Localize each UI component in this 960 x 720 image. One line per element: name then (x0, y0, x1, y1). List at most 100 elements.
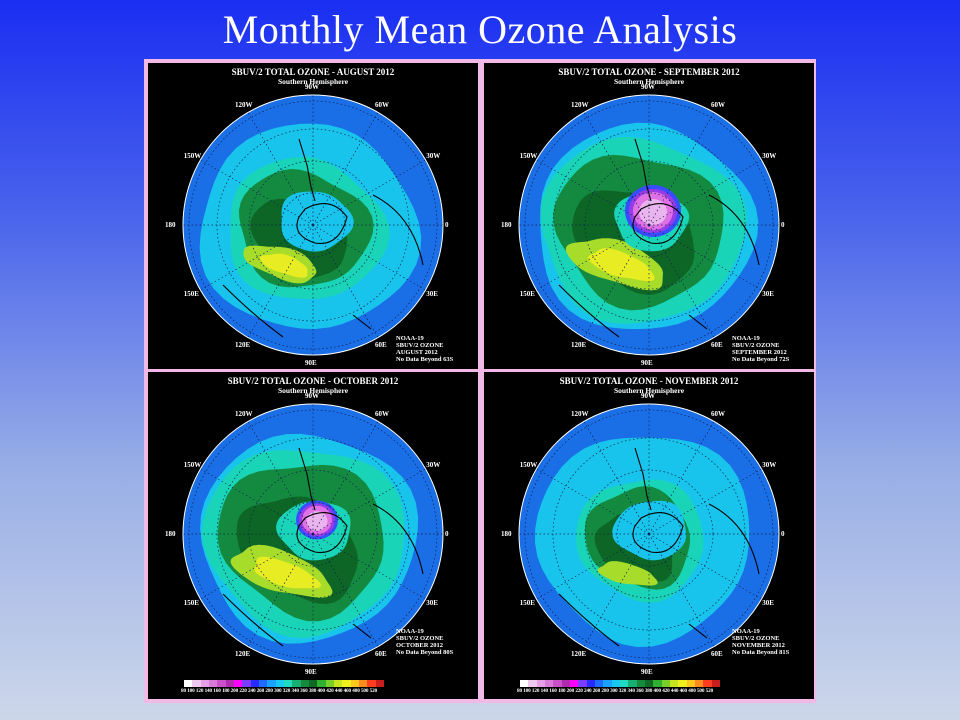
info-line: OCTOBER 2012 (396, 642, 444, 649)
meridian-line (536, 159, 650, 226)
meridian-line (247, 421, 314, 535)
info-line: NOAA-19 (732, 628, 760, 635)
ozone-max-yellow (254, 556, 322, 589)
label-120e: 120E (235, 340, 251, 349)
colorbar-tick-label: 160 (549, 688, 558, 694)
label-150e: 150E (519, 599, 535, 607)
ozone-map (182, 94, 444, 356)
meridian-line (312, 112, 379, 226)
meridian-line (583, 421, 650, 535)
label-60w: 60W (375, 101, 389, 110)
meridian-line (200, 468, 314, 535)
colorbar-swatch (367, 680, 376, 687)
colorbar-swatch (703, 680, 712, 687)
colorbar-tick-label: 240 (584, 688, 593, 694)
colorbar-tick-label: 400 (317, 688, 327, 694)
colorbar-swatch (578, 680, 587, 687)
meridian-line (200, 159, 314, 226)
colorbar-swatch (283, 680, 293, 687)
info-line: SEPTEMBER 2012 (732, 349, 787, 356)
colorbar-swatch (225, 680, 234, 687)
info-line: SBUV/2 OZONE (732, 342, 780, 349)
colorbar-tick-label: 480 (352, 688, 361, 694)
label-60e: 60E (711, 340, 723, 349)
colorbar-swatch (561, 680, 570, 687)
label-60e: 60E (375, 649, 387, 658)
colorbar-swatch (342, 680, 351, 687)
coastline (558, 447, 760, 647)
colorbar-swatch (619, 680, 629, 687)
colorbar-swatch (694, 680, 704, 687)
label-150w: 150W (183, 152, 202, 160)
label-0: 0 (445, 221, 449, 229)
meridian-line (648, 468, 762, 535)
label-30e: 30E (762, 290, 774, 298)
colorbar-swatch (333, 680, 343, 687)
map-panel-september: SBUV/2 TOTAL OZONE - SEPTEMBER 2012 South… (484, 63, 814, 369)
panel-title: SBUV/2 TOTAL OZONE - SEPTEMBER 2012 (558, 67, 740, 77)
page-title: Monthly Mean Ozone Analysis (222, 7, 738, 52)
label-0: 0 (781, 530, 785, 538)
label-180: 180 (501, 530, 512, 538)
colorbar-tick-label: 520 (705, 688, 714, 694)
label-120e: 120E (571, 340, 587, 349)
map-panel-november: SBUV/2 TOTAL OZONE - NOVEMBER 2012 Southe… (484, 372, 814, 699)
label-90w: 90W (305, 392, 319, 400)
info-line: NOAA-19 (732, 335, 760, 342)
label-180: 180 (165, 221, 176, 229)
label-60e: 60E (375, 340, 387, 349)
colorbar-tick-label: 440 (670, 688, 680, 694)
label-120e: 120E (571, 649, 587, 658)
meridian-line (312, 468, 426, 535)
colorbar-swatch (292, 680, 301, 687)
panel-title: SBUV/2 TOTAL OZONE - OCTOBER 2012 (227, 376, 399, 386)
info-line: No Data Beyond 72S (732, 356, 790, 363)
colorbar-tick-label: 80 (181, 688, 188, 694)
meridian-line (583, 533, 650, 647)
label-150e: 150E (183, 599, 199, 607)
label-150w: 150W (519, 461, 538, 469)
colorbar-swatch (317, 680, 326, 687)
label-30w: 30W (762, 461, 777, 469)
label-0: 0 (781, 221, 785, 229)
label-90w: 90W (641, 83, 655, 91)
colorbar-swatch (536, 680, 545, 687)
meridian-line (648, 533, 762, 600)
label-120w: 120W (571, 101, 589, 110)
label-150w: 150W (183, 461, 202, 469)
colorbar-swatch (258, 680, 268, 687)
label-180: 180 (165, 530, 176, 538)
label-60w: 60W (711, 410, 725, 419)
label-120w: 120W (235, 410, 253, 419)
ozone-max-yellow (588, 248, 655, 282)
colorbar-tick-label: 380 (308, 688, 318, 694)
ozone-max-yellow (259, 253, 308, 278)
coastline (558, 138, 760, 338)
meridian-line (583, 112, 650, 226)
colorbar-tick-label: 220 (239, 688, 248, 694)
colorbar-swatch (544, 680, 554, 687)
colorbar-tick-label: 200 (566, 688, 576, 694)
colorbar-swatch (661, 680, 670, 687)
colorbar-swatch (184, 680, 193, 687)
colorbar-swatch (267, 680, 276, 687)
label-30w: 30W (426, 461, 441, 469)
meridian-line (648, 224, 715, 338)
meridian-line (648, 112, 715, 226)
colorbar-tick-label: 360 (636, 688, 645, 694)
ozone-hole-core (306, 511, 328, 531)
colorbar-tick-label: 320 (618, 688, 628, 694)
map-panel-august: SBUV/2 TOTAL OZONE - AUGUST 2012 Southern… (148, 63, 478, 369)
label-120e: 120E (235, 649, 251, 658)
label-180: 180 (501, 221, 512, 229)
colorbar-swatch (669, 680, 679, 687)
panel-title: SBUV/2 TOTAL OZONE - AUGUST 2012 (231, 67, 395, 77)
colorbar-tick-label: 280 (265, 688, 275, 694)
label-60w: 60W (711, 101, 725, 110)
meridian-line (312, 421, 379, 535)
label-90w: 90W (641, 392, 655, 400)
colorbar-swatch (375, 680, 384, 687)
colorbar-tick-label: 420 (662, 688, 671, 694)
meridian-line (312, 224, 426, 291)
info-line: NOAA-19 (396, 335, 424, 342)
